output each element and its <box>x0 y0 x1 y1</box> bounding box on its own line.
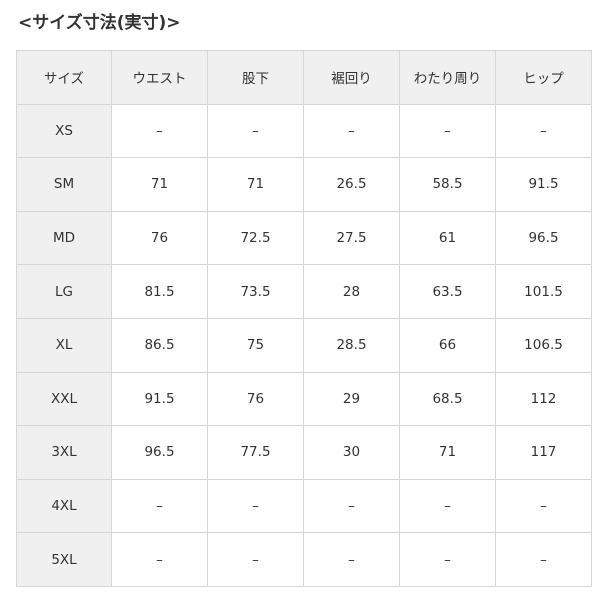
size-label: 5XL <box>16 532 112 587</box>
size-label: 3XL <box>16 425 112 480</box>
column-header: 裾回り <box>303 50 400 105</box>
size-table: サイズ ウエスト 股下 裾回り わたり周り ヒップ XS – – – – – SM 71 71 26.5 58… <box>16 50 592 587</box>
table-row: MD 76 72.5 27.5 61 96.5 <box>16 210 592 266</box>
measurement-cell: – <box>495 532 592 587</box>
column-header: わたり周り <box>399 50 496 105</box>
measurement-cell: 72.5 <box>207 210 304 266</box>
measurement-cell: 28 <box>303 264 400 319</box>
measurement-cell: – <box>303 532 400 587</box>
measurement-cell: 117 <box>495 425 592 480</box>
measurement-cell: 101.5 <box>495 264 592 319</box>
measurement-cell: – <box>399 103 496 159</box>
measurement-cell: 28.5 <box>303 317 400 373</box>
measurement-cell: – <box>495 478 592 534</box>
measurement-cell: 112 <box>495 371 592 427</box>
measurement-cell: 63.5 <box>399 264 496 319</box>
measurement-cell: – <box>303 103 400 159</box>
table-row: 3XL 96.5 77.5 30 71 117 <box>16 425 592 480</box>
column-header: ヒップ <box>495 50 592 105</box>
measurement-cell: – <box>303 478 400 534</box>
measurement-cell: 106.5 <box>495 317 592 373</box>
measurement-cell: 91.5 <box>111 371 208 427</box>
size-label: XL <box>16 317 112 373</box>
measurement-cell: – <box>207 532 304 587</box>
measurement-cell: 30 <box>303 425 400 480</box>
measurement-cell: 71 <box>207 157 304 212</box>
measurement-cell: 27.5 <box>303 210 400 266</box>
table-row: SM 71 71 26.5 58.5 91.5 <box>16 157 592 212</box>
table-row: XS – – – – – <box>16 103 592 159</box>
measurement-cell: 96.5 <box>111 425 208 480</box>
measurement-cell: 73.5 <box>207 264 304 319</box>
measurement-cell: – <box>495 103 592 159</box>
measurement-cell: 76 <box>207 371 304 427</box>
size-label: XS <box>16 103 112 159</box>
measurement-cell: 66 <box>399 317 496 373</box>
measurement-cell: 86.5 <box>111 317 208 373</box>
header-row: サイズ ウエスト 股下 裾回り わたり周り ヒップ <box>16 50 592 105</box>
measurement-cell: 75 <box>207 317 304 373</box>
measurement-cell: 81.5 <box>111 264 208 319</box>
page-title: <サイズ寸法(実寸)> <box>18 13 181 33</box>
measurement-cell: – <box>111 103 208 159</box>
measurement-cell: – <box>399 478 496 534</box>
column-header: サイズ <box>16 50 112 105</box>
measurement-cell: 61 <box>399 210 496 266</box>
size-label: LG <box>16 264 112 319</box>
measurement-cell: – <box>111 478 208 534</box>
column-header: ウエスト <box>111 50 208 105</box>
measurement-cell: 91.5 <box>495 157 592 212</box>
size-label: SM <box>16 157 112 212</box>
measurement-cell: 58.5 <box>399 157 496 212</box>
measurement-cell: – <box>207 103 304 159</box>
measurement-cell: 68.5 <box>399 371 496 427</box>
measurement-cell: 71 <box>399 425 496 480</box>
size-label: XXL <box>16 371 112 427</box>
table-row: 5XL – – – – – <box>16 532 592 587</box>
size-label: MD <box>16 210 112 266</box>
table-row: XXL 91.5 76 29 68.5 112 <box>16 371 592 427</box>
measurement-cell: 29 <box>303 371 400 427</box>
measurement-cell: 77.5 <box>207 425 304 480</box>
measurement-cell: 96.5 <box>495 210 592 266</box>
measurement-cell: 76 <box>111 210 208 266</box>
measurement-cell: – <box>111 532 208 587</box>
measurement-cell: 26.5 <box>303 157 400 212</box>
table-row: LG 81.5 73.5 28 63.5 101.5 <box>16 264 592 319</box>
measurement-cell: – <box>207 478 304 534</box>
column-header: 股下 <box>207 50 304 105</box>
table-row: 4XL – – – – – <box>16 478 592 534</box>
measurement-cell: 71 <box>111 157 208 212</box>
measurement-cell: – <box>399 532 496 587</box>
size-label: 4XL <box>16 478 112 534</box>
table-row: XL 86.5 75 28.5 66 106.5 <box>16 317 592 373</box>
